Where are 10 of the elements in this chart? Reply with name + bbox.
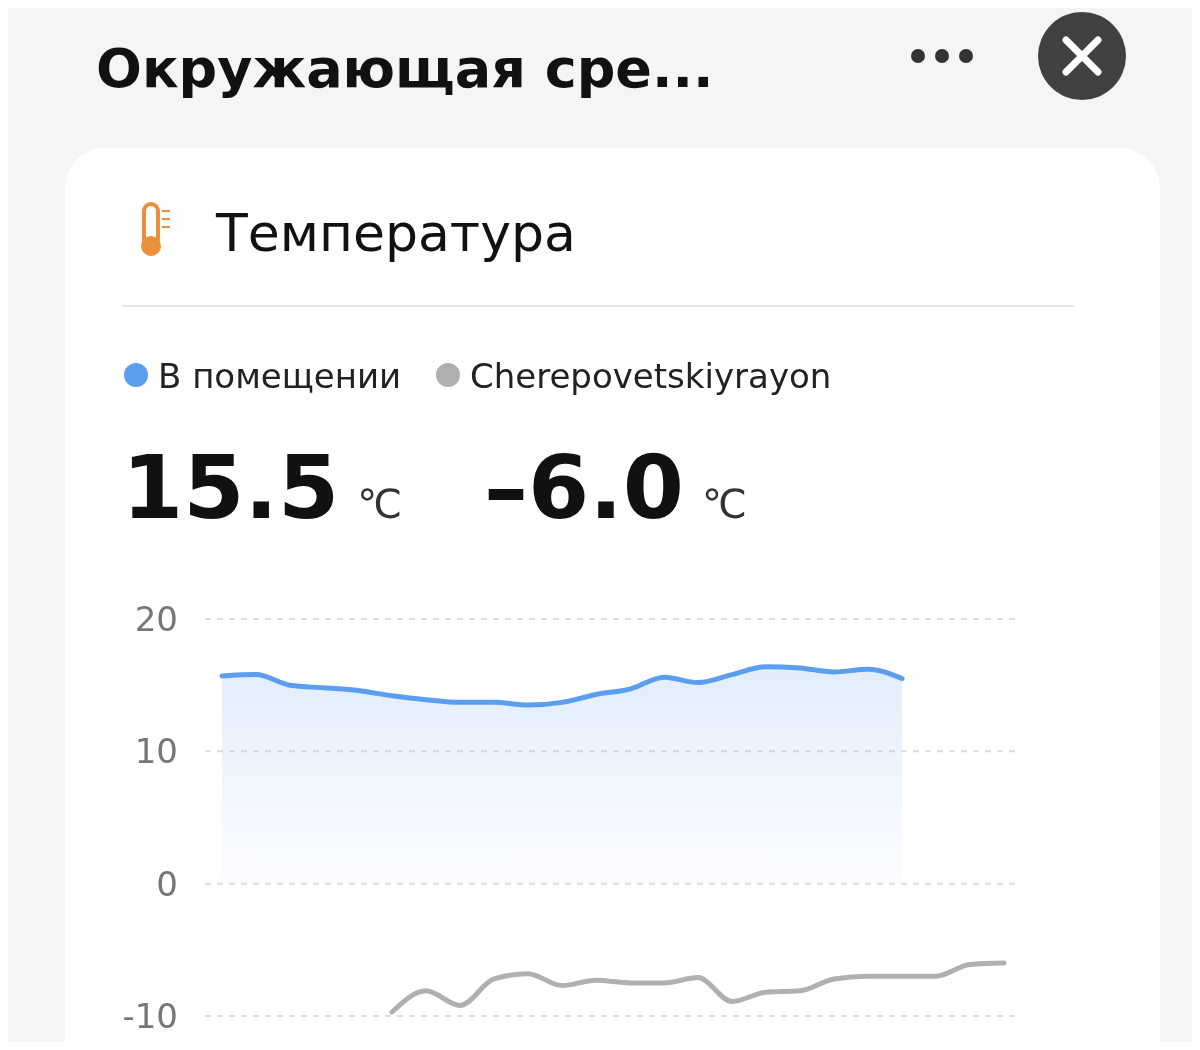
legend-label: Cherepovetskiyrayon bbox=[470, 356, 832, 396]
text: –6.0 ℃ bbox=[484, 436, 747, 539]
y-tick-label: 0 bbox=[156, 863, 178, 904]
y-tick-label: 10 bbox=[134, 731, 178, 772]
chart-title: Окружающая сре... bbox=[96, 37, 714, 100]
legend-label: В помещении bbox=[158, 356, 402, 396]
chart-subtitle: Температура bbox=[215, 203, 576, 263]
text: 15.5 ℃ bbox=[122, 436, 403, 539]
y-tick-label: -10 bbox=[122, 995, 178, 1036]
y-tick-label: 20 bbox=[134, 598, 178, 639]
